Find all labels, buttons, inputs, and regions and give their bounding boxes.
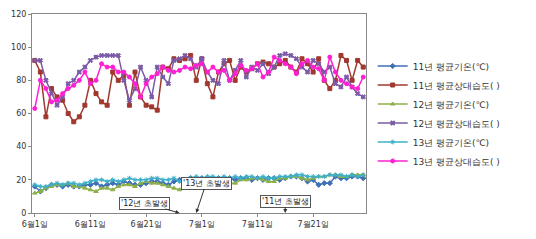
svg-text:12년 평균기온(℃): 12년 평균기온(℃) <box>413 100 489 110</box>
svg-text:6월1일: 6월1일 <box>22 220 48 229</box>
svg-text:'11년 초발생: '11년 초발생 <box>262 197 309 206</box>
svg-text:0: 0 <box>21 209 26 218</box>
svg-text:120: 120 <box>11 10 26 19</box>
svg-text:40: 40 <box>16 142 26 151</box>
svg-text:60: 60 <box>16 109 26 118</box>
svg-text:'12년 초발생: '12년 초발생 <box>121 199 168 208</box>
svg-text:6월21일: 6월21일 <box>130 220 161 229</box>
svg-text:7월1일: 7월1일 <box>189 220 215 229</box>
svg-text:7월21일: 7월21일 <box>297 220 328 229</box>
svg-text:11년 평균기온(℃): 11년 평균기온(℃) <box>413 62 489 72</box>
svg-text:'13년 초발생: '13년 초발생 <box>183 179 230 188</box>
svg-text:20: 20 <box>16 176 26 185</box>
svg-text:6월11일: 6월11일 <box>75 220 106 229</box>
svg-text:13년 평균상대습도( ): 13년 평균상대습도( ) <box>413 157 500 167</box>
svg-text:100: 100 <box>11 43 26 52</box>
svg-text:80: 80 <box>16 76 26 85</box>
svg-text:7월11일: 7월11일 <box>242 220 273 229</box>
svg-text:12년 평균상대습도( ): 12년 평균상대습도( ) <box>413 119 500 129</box>
svg-text:13년 평균기온(℃): 13년 평균기온(℃) <box>413 138 489 148</box>
svg-text:11년 평균상대습도( ): 11년 평균상대습도( ) <box>413 81 500 91</box>
